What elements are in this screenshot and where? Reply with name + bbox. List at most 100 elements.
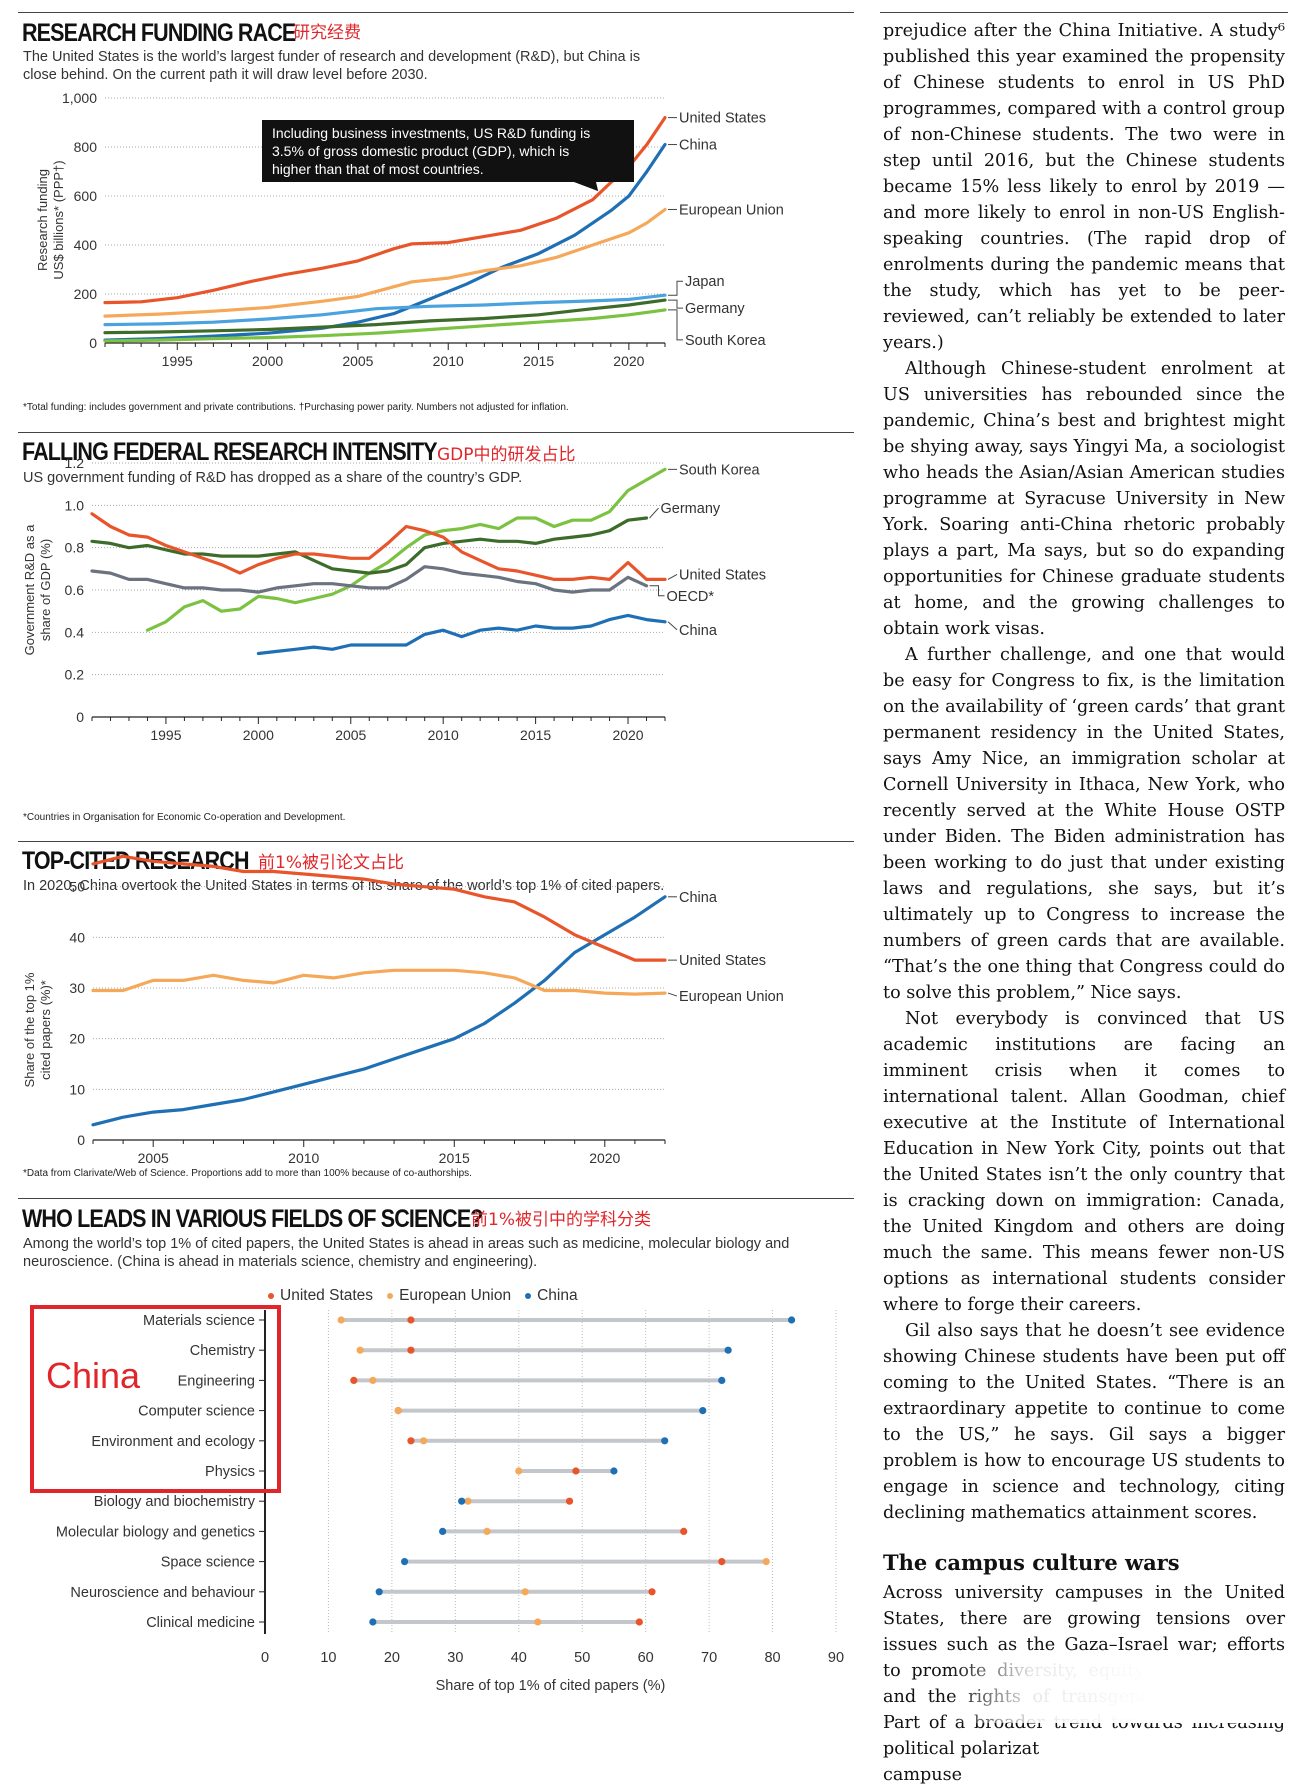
series-label: European Union xyxy=(679,202,784,218)
dot-china xyxy=(787,1316,796,1324)
dot-china xyxy=(369,1618,377,1626)
dot-european-union xyxy=(464,1497,472,1505)
dot-united-states xyxy=(680,1527,688,1535)
article-paragraph: prejudice after the China Initiative. A … xyxy=(883,21,1285,353)
article-paragraph: A further challenge, and one that would … xyxy=(883,645,1285,1003)
x-tick-label: 2015 xyxy=(520,727,551,743)
category-label: Engineering xyxy=(178,1373,255,1389)
dot-china xyxy=(718,1376,726,1384)
y-tick-label: 10 xyxy=(69,1081,85,1097)
x-tick-label: 60 xyxy=(638,1650,654,1666)
y-tick-label: 400 xyxy=(74,237,98,253)
legend-item-eu: European Union xyxy=(387,1287,511,1305)
cited-footnote: *Data from Clarivate/Web of Science. Pro… xyxy=(23,1168,472,1179)
section-title-intensity: FALLING FEDERAL RESEARCH INTENSITY xyxy=(22,438,438,466)
article-paragraph: Not everybody is convinced that US acade… xyxy=(883,1009,1285,1315)
intensity-footnote: *Countries in Organisation for Economic … xyxy=(23,812,346,823)
article-column: prejudice after the China Initiative. A … xyxy=(883,18,1285,1788)
section-title-cn-funding: 研究经费 xyxy=(293,23,361,43)
dot-european-union xyxy=(369,1376,377,1384)
category-label: Chemistry xyxy=(190,1343,256,1359)
category-label: Computer science xyxy=(138,1404,255,1420)
series-label: United States xyxy=(679,111,766,127)
y-axis-label: Research funding xyxy=(35,169,50,271)
category-label: Space science xyxy=(161,1555,255,1571)
y-tick-label: 0.2 xyxy=(65,667,85,683)
x-tick-label: 2020 xyxy=(612,727,643,743)
china-highlight-box xyxy=(30,1305,281,1493)
dot-european-union xyxy=(337,1316,345,1324)
y-tick-label: 0.6 xyxy=(65,582,85,598)
y-axis-label: share of GDP (%) xyxy=(38,539,53,641)
legend-label-us: United States xyxy=(280,1287,374,1304)
dot-united-states xyxy=(407,1346,415,1354)
x-tick-label: 2010 xyxy=(433,353,464,369)
category-label: Physics xyxy=(205,1464,255,1480)
series-line-germany xyxy=(90,516,649,575)
section-title-fields: WHO LEADS IN VARIOUS FIELDS OF SCIENCE? xyxy=(22,1205,483,1233)
callout-pointer xyxy=(574,182,599,192)
divider-1 xyxy=(18,432,854,433)
category-label: Materials science xyxy=(143,1313,255,1329)
x-tick-label: 2020 xyxy=(589,1150,620,1166)
fields-dot-chart: Materials science Chemistry Engineering Com… xyxy=(56,1310,844,1694)
series-line-united-states xyxy=(91,854,667,962)
series-line-south-korea xyxy=(103,308,667,343)
y-tick-label: 200 xyxy=(74,286,98,302)
y-tick-label: 0 xyxy=(77,1132,85,1148)
x-tick-label: 10 xyxy=(320,1650,336,1666)
dot-european-union xyxy=(394,1407,402,1415)
x-tick-label: 1995 xyxy=(162,353,193,369)
x-tick-label: 70 xyxy=(701,1650,717,1666)
series-line-china xyxy=(103,142,667,342)
fields-legend: United States European Union China xyxy=(268,1287,578,1305)
x-tick-label: 2015 xyxy=(439,1150,470,1166)
dot-united-states xyxy=(407,1437,415,1445)
x-tick-label: 2000 xyxy=(243,727,274,743)
divider-3 xyxy=(18,1198,854,1199)
x-tick-label: 90 xyxy=(828,1650,844,1666)
y-tick-label: 1,000 xyxy=(62,90,97,106)
y-tick-label: 1.0 xyxy=(65,497,85,513)
y-tick-label: 50 xyxy=(69,879,85,895)
dot-united-states xyxy=(407,1316,415,1324)
dot-european-union xyxy=(483,1527,491,1535)
dot-european-union xyxy=(534,1618,542,1626)
label-leader xyxy=(649,585,665,597)
callout-text: higher than that of most countries. xyxy=(272,161,484,177)
y-tick-label: 30 xyxy=(69,980,85,996)
dot-united-states xyxy=(572,1467,580,1475)
top-rule xyxy=(18,12,854,13)
y-tick-label: 0 xyxy=(76,709,84,725)
dot-european-union xyxy=(515,1467,523,1475)
y-axis-label: Government R&D as a xyxy=(22,524,37,656)
legend-label-eu: European Union xyxy=(399,1287,512,1304)
divider-2 xyxy=(18,841,854,842)
series-label: OECD* xyxy=(667,589,715,605)
series-line-china xyxy=(256,613,667,656)
dot-china xyxy=(661,1437,669,1445)
y-tick-label: 0.4 xyxy=(65,624,85,640)
intensity-line-chart: 0 0.2 0.4 0.6 0.8 1.0 1.2 1995 2000 2005 2010 2015 2… xyxy=(22,455,766,743)
section-subtitle-intensity: US government funding of R&D has dropped… xyxy=(23,470,523,486)
series-label: United States xyxy=(679,567,766,583)
label-leader xyxy=(667,992,678,997)
x-tick-label: 2010 xyxy=(428,727,459,743)
series-line-china xyxy=(91,895,667,1127)
dot-european-union xyxy=(356,1346,364,1354)
dot-china xyxy=(439,1527,447,1535)
label-leader xyxy=(667,621,678,631)
category-label: Molecular biology and genetics xyxy=(56,1524,255,1540)
series-line-european-union xyxy=(103,207,667,318)
series-label: China xyxy=(679,623,718,639)
category-label: Environment and ecology xyxy=(91,1434,255,1450)
y-tick-label: 800 xyxy=(74,139,98,155)
section-subtitle-fields: Among the world’s top 1% of cited papers… xyxy=(23,1236,790,1270)
top-rule-right xyxy=(880,12,1288,13)
section-title-funding: RESEARCH FUNDING RACE xyxy=(22,19,296,47)
y-tick-label: 1.2 xyxy=(65,455,85,471)
callout-text: 3.5% of gross domestic product (GDP), wh… xyxy=(272,143,569,159)
funding-line-chart: 0 200 400 600 800 1,000 1995 2000 2005 2010 2015 20… xyxy=(35,90,784,369)
dot-european-union xyxy=(762,1558,770,1566)
dot-european-union xyxy=(420,1437,428,1445)
